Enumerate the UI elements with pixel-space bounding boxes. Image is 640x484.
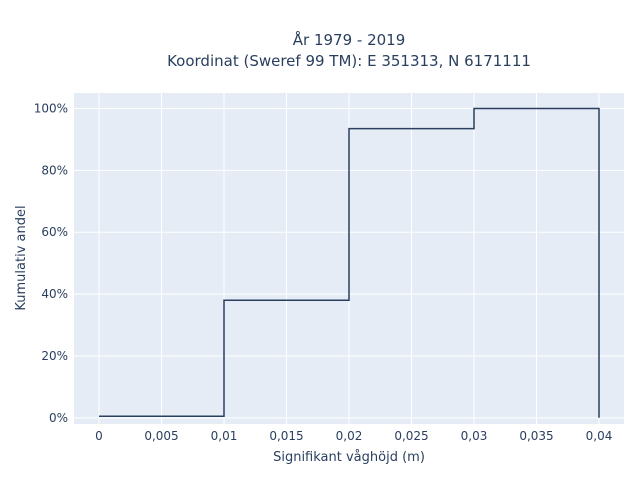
y-tick-label: 60% (41, 225, 68, 239)
x-tick-label: 0,005 (144, 429, 178, 443)
x-tick-label: 0,03 (461, 429, 488, 443)
y-tick-label: 100% (34, 101, 68, 115)
tick-labels: 0 0,005 0,01 0,015 0,02 0,025 0,03 0,035 0,04 0% 2… (34, 101, 613, 443)
y-tick-label: 20% (41, 349, 68, 363)
y-tick-label: 80% (41, 163, 68, 177)
x-tick-label: 0 (95, 429, 103, 443)
x-tick-label: 0,015 (269, 429, 303, 443)
chart-title-line2: Koordinat (Sweref 99 TM): E 351313, N 61… (167, 52, 531, 70)
y-axis-title: Kumulativ andel (14, 205, 29, 310)
x-tick-label: 0,035 (519, 429, 553, 443)
x-axis-title: Signifikant våghöjd (m) (273, 450, 425, 465)
x-tick-label: 0,02 (336, 429, 363, 443)
x-tick-label: 0,01 (211, 429, 238, 443)
y-tick-label: 0% (49, 411, 68, 425)
y-tick-label: 40% (41, 287, 68, 301)
chart-title-line1: År 1979 - 2019 (293, 30, 406, 49)
series-layer (99, 107, 600, 418)
x-tick-label: 0,04 (586, 429, 613, 443)
x-tick-label: 0,025 (394, 429, 428, 443)
cumulative-step-line (99, 107, 600, 418)
